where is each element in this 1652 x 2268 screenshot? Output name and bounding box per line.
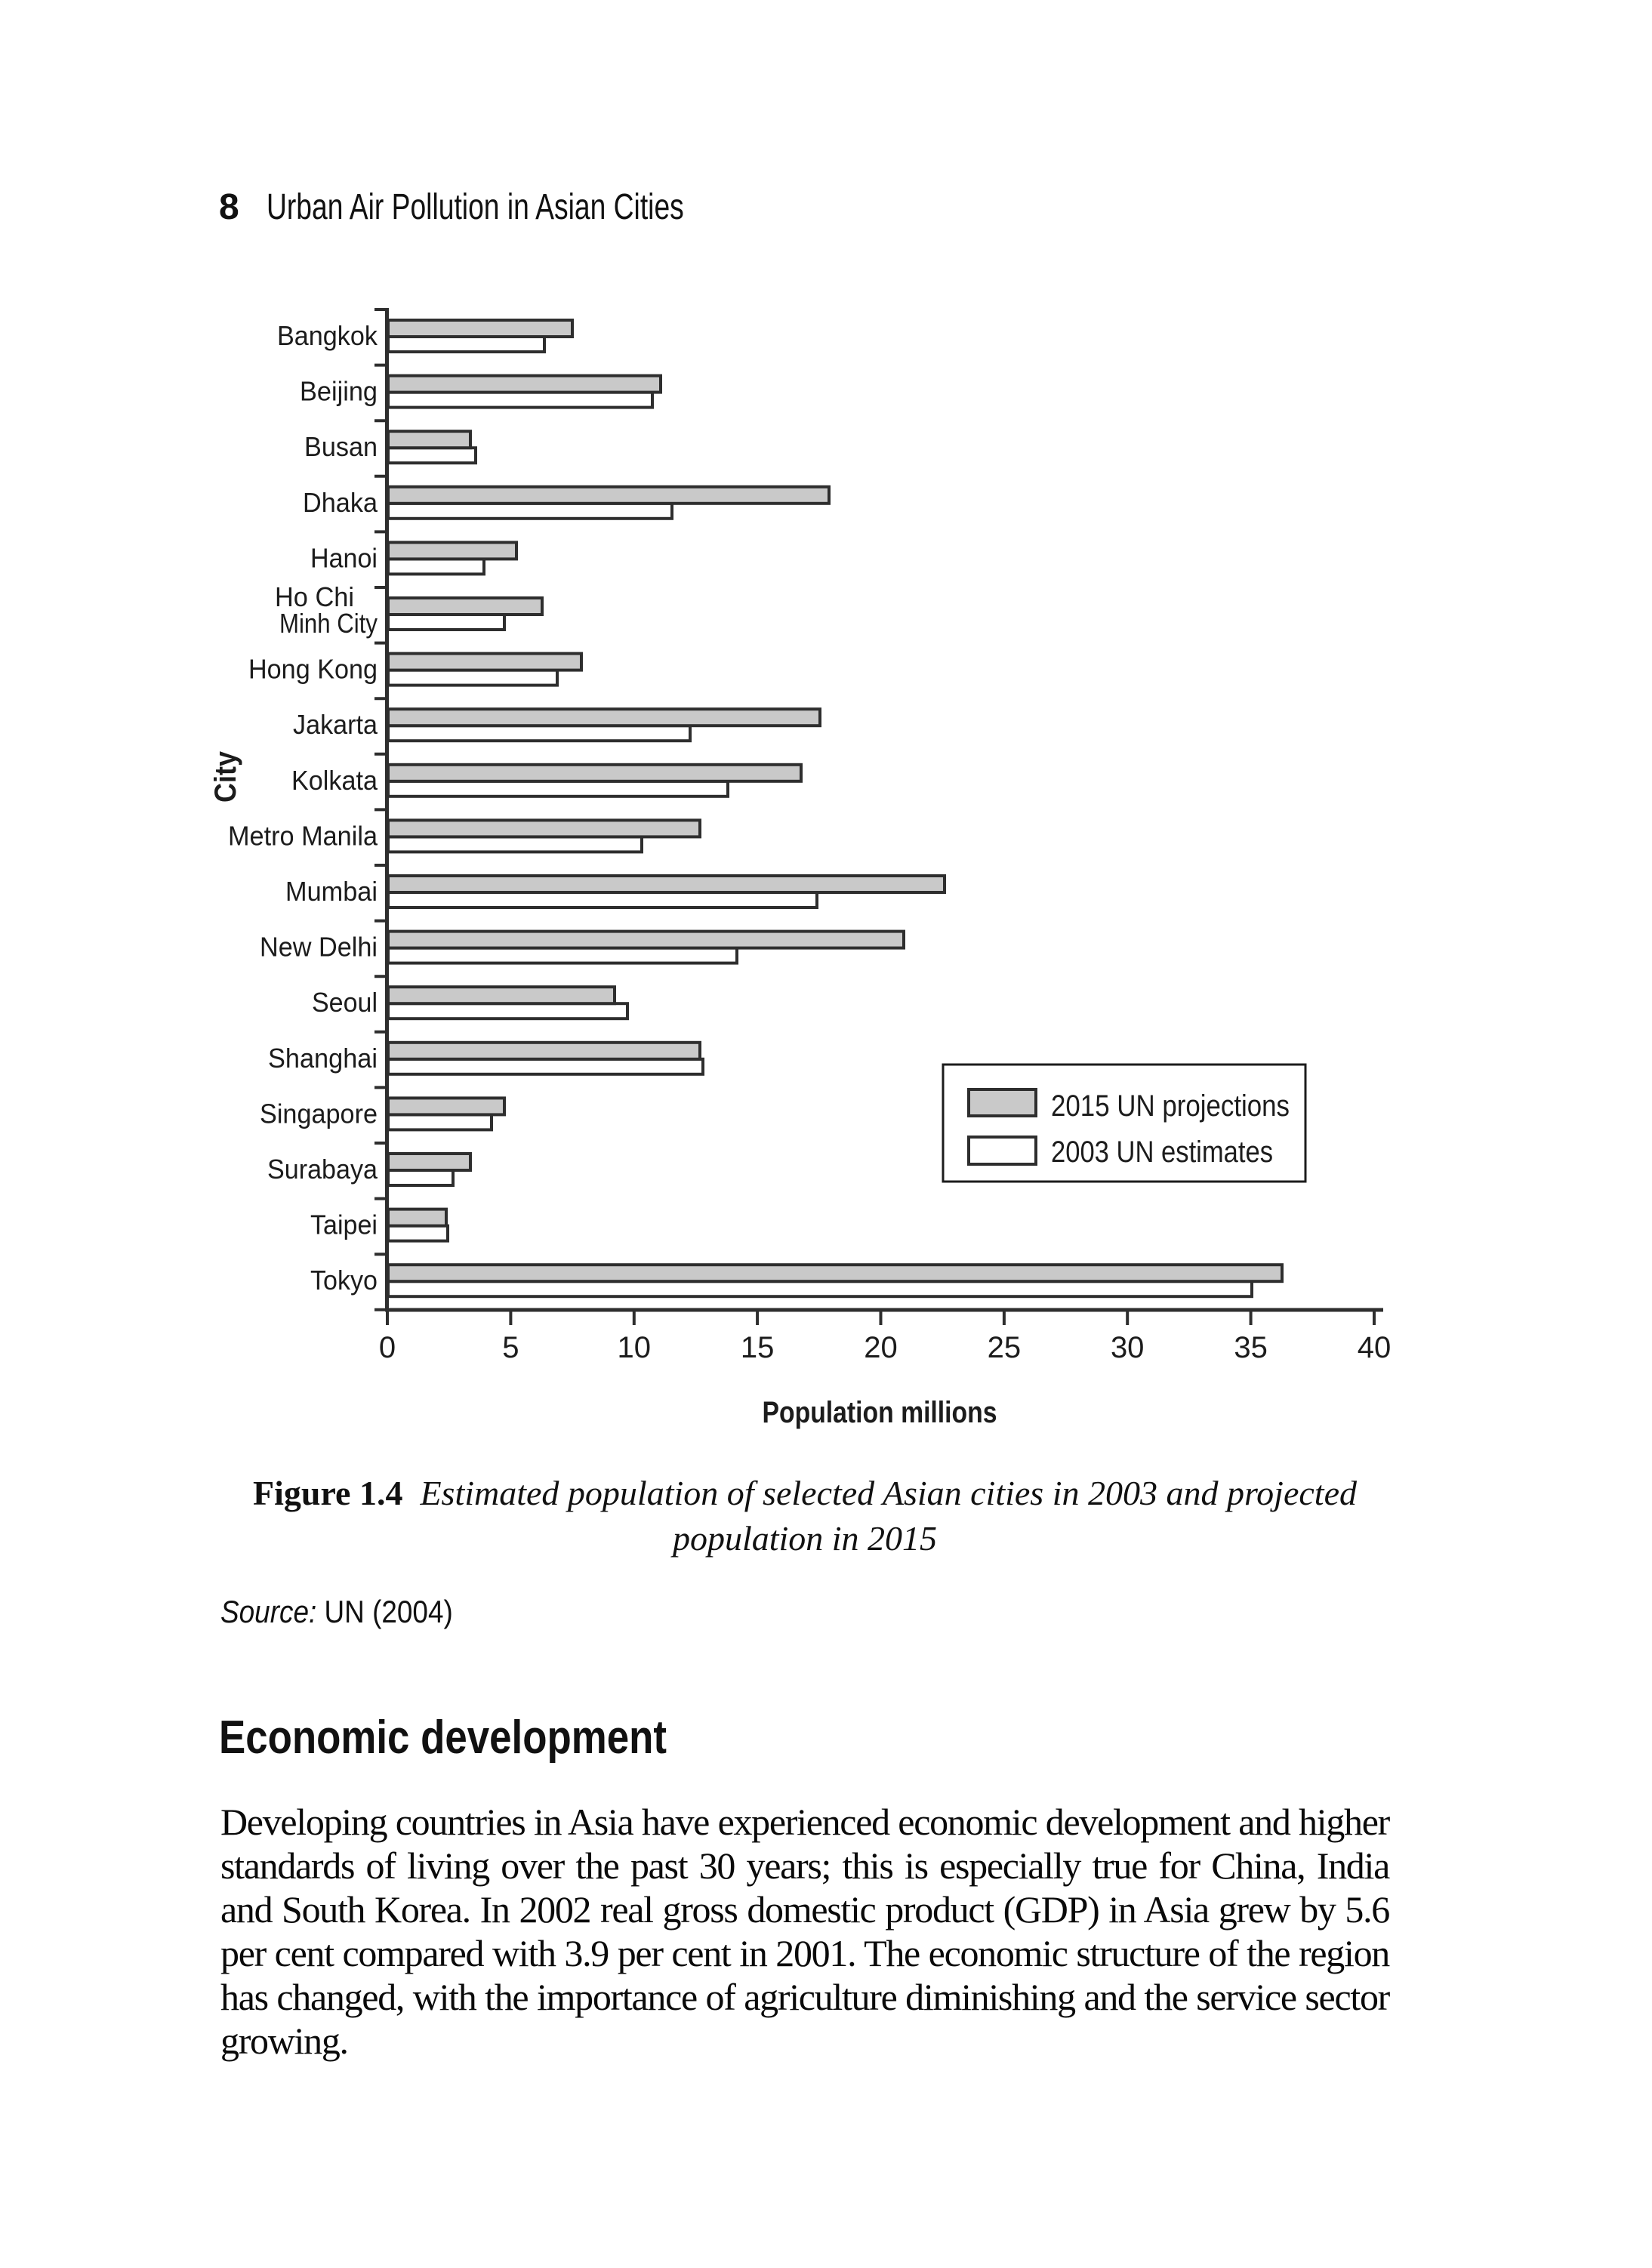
svg-text:Population millions: Population millions — [763, 1396, 997, 1429]
svg-text:City: City — [209, 750, 242, 803]
svg-text:Hanoi: Hanoi — [310, 542, 378, 573]
svg-text:0: 0 — [379, 1331, 396, 1364]
svg-text:New Delhi: New Delhi — [260, 932, 378, 963]
svg-text:40: 40 — [1358, 1331, 1392, 1364]
svg-text:Hong Kong: Hong Kong — [248, 654, 378, 685]
svg-text:Taipei: Taipei — [310, 1209, 378, 1240]
svg-text:5: 5 — [502, 1331, 519, 1364]
svg-text:20: 20 — [864, 1331, 898, 1364]
svg-text:Kolkata: Kolkata — [291, 765, 378, 796]
svg-text:Jakarta: Jakarta — [293, 709, 378, 740]
svg-text:Minh City: Minh City — [279, 608, 378, 639]
svg-text:10: 10 — [618, 1331, 652, 1364]
svg-text:Beijing: Beijing — [300, 376, 378, 407]
svg-text:Singapore: Singapore — [260, 1098, 378, 1129]
svg-text:2015 UN projections: 2015 UN projections — [1051, 1089, 1290, 1123]
svg-text:Dhaka: Dhaka — [303, 487, 378, 518]
svg-text:Bangkok: Bangkok — [277, 320, 378, 351]
svg-text:35: 35 — [1234, 1331, 1268, 1364]
svg-text:25: 25 — [988, 1331, 1022, 1364]
svg-text:Surabaya: Surabaya — [267, 1154, 378, 1185]
svg-text:Ho Chi: Ho Chi — [275, 581, 354, 612]
svg-text:Mumbai: Mumbai — [285, 876, 378, 907]
svg-text:Metro Manila: Metro Manila — [228, 820, 378, 851]
svg-text:Busan: Busan — [304, 431, 378, 462]
svg-text:2003 UN estimates: 2003 UN estimates — [1051, 1136, 1273, 1169]
svg-text:Seoul: Seoul — [312, 987, 378, 1018]
svg-text:Tokyo: Tokyo — [310, 1265, 378, 1296]
svg-text:15: 15 — [741, 1331, 775, 1364]
svg-text:30: 30 — [1111, 1331, 1145, 1364]
svg-text:Shanghai: Shanghai — [268, 1043, 378, 1074]
